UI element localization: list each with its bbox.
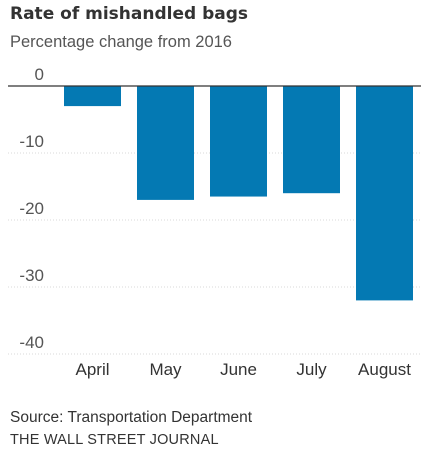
chart-title: Rate of mishandled bags: [10, 4, 249, 24]
publisher-credit: THE WALL STREET JOURNAL: [10, 432, 219, 448]
x-tick-label: August: [358, 360, 411, 379]
bar-june: [210, 86, 267, 197]
y-tick-label: -40: [19, 333, 44, 352]
y-tick-label: -10: [19, 132, 44, 151]
y-tick-labels: 0 -10 -20 -30 -40: [19, 65, 44, 352]
x-tick-labels: April May June July August: [75, 360, 411, 379]
source-note: Source: Transportation Department: [10, 409, 253, 426]
y-tick-label: -30: [19, 266, 44, 285]
y-tick-label: 0: [35, 65, 44, 84]
x-tick-label: June: [220, 360, 257, 379]
bar-august: [356, 86, 413, 301]
bar-chart: 0 -10 -20 -30 -40 April May June July August: [8, 65, 421, 379]
x-tick-label: April: [75, 360, 109, 379]
bar-july: [283, 86, 340, 194]
chart-subtitle: Percentage change from 2016: [10, 33, 232, 51]
bar-may: [137, 86, 194, 200]
y-tick-label: -20: [19, 199, 44, 218]
x-tick-label: July: [296, 360, 327, 379]
bar-april: [64, 86, 121, 107]
x-tick-label: May: [149, 360, 182, 379]
bars: [64, 86, 413, 301]
